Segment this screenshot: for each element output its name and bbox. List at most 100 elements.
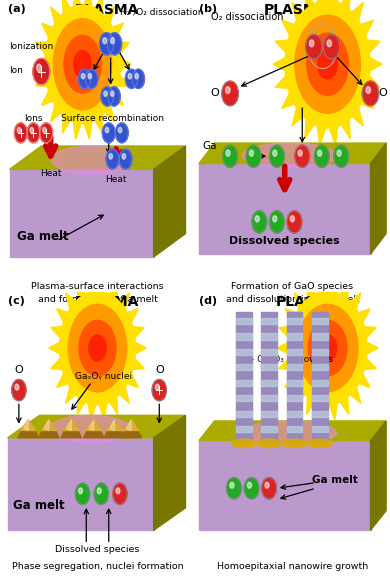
Circle shape — [33, 58, 50, 85]
Text: Ionization: Ionization — [9, 42, 54, 51]
Circle shape — [128, 74, 131, 79]
Circle shape — [298, 150, 302, 157]
Text: Heat: Heat — [105, 175, 127, 184]
Circle shape — [103, 37, 107, 44]
Polygon shape — [261, 426, 277, 432]
Circle shape — [362, 81, 379, 106]
Circle shape — [366, 86, 370, 93]
Ellipse shape — [307, 439, 332, 447]
Circle shape — [152, 380, 167, 401]
Polygon shape — [236, 426, 252, 432]
Circle shape — [104, 91, 107, 96]
Polygon shape — [287, 411, 302, 417]
Polygon shape — [287, 349, 302, 355]
Circle shape — [306, 34, 322, 59]
Circle shape — [337, 150, 341, 157]
Polygon shape — [312, 411, 328, 417]
Text: Ion: Ion — [9, 65, 23, 75]
Circle shape — [102, 123, 115, 143]
Circle shape — [97, 488, 101, 494]
Polygon shape — [312, 364, 328, 370]
Circle shape — [15, 384, 19, 390]
Text: Surface recombination: Surface recombination — [61, 114, 164, 123]
Polygon shape — [34, 0, 131, 140]
Ellipse shape — [257, 439, 282, 447]
Circle shape — [223, 145, 238, 168]
Text: β– Ga₂O₃ nanowires: β– Ga₂O₃ nanowires — [244, 354, 333, 364]
Polygon shape — [236, 333, 252, 340]
Circle shape — [307, 33, 348, 95]
Circle shape — [288, 291, 367, 405]
Polygon shape — [9, 169, 154, 257]
Polygon shape — [104, 427, 125, 438]
Circle shape — [44, 5, 121, 123]
Circle shape — [113, 483, 127, 505]
Circle shape — [327, 40, 332, 47]
Circle shape — [105, 127, 109, 133]
Circle shape — [53, 19, 112, 110]
Circle shape — [110, 91, 114, 96]
Polygon shape — [261, 364, 277, 370]
Polygon shape — [236, 395, 252, 401]
Circle shape — [249, 150, 254, 157]
Polygon shape — [199, 143, 386, 164]
Circle shape — [99, 33, 114, 55]
Circle shape — [88, 74, 92, 79]
Text: O: O — [378, 88, 387, 99]
Circle shape — [74, 51, 91, 78]
Polygon shape — [370, 421, 386, 530]
Circle shape — [273, 215, 277, 222]
Polygon shape — [64, 419, 79, 430]
Circle shape — [116, 488, 120, 494]
Text: O: O — [14, 364, 23, 375]
Text: and dissolution into Ga melt: and dissolution into Ga melt — [226, 295, 359, 304]
Polygon shape — [18, 427, 39, 438]
Text: PLASMA: PLASMA — [276, 295, 340, 309]
Circle shape — [60, 291, 135, 405]
Circle shape — [319, 335, 337, 361]
Circle shape — [262, 478, 277, 499]
Polygon shape — [44, 419, 49, 430]
Circle shape — [110, 37, 115, 44]
Polygon shape — [287, 380, 302, 386]
Polygon shape — [8, 438, 154, 530]
Polygon shape — [287, 312, 302, 443]
Polygon shape — [121, 427, 142, 438]
Circle shape — [227, 478, 241, 499]
Circle shape — [132, 69, 145, 89]
Circle shape — [119, 150, 132, 169]
Ellipse shape — [50, 415, 130, 442]
Text: Dissolved species: Dissolved species — [229, 236, 340, 246]
Polygon shape — [107, 419, 122, 430]
Polygon shape — [126, 419, 131, 430]
Circle shape — [75, 483, 90, 505]
Text: O₂ dissociation: O₂ dissociation — [211, 12, 283, 22]
Polygon shape — [110, 419, 114, 430]
Polygon shape — [261, 349, 277, 355]
Text: Phase segregation, nuclei formation: Phase segregation, nuclei formation — [12, 562, 183, 571]
Polygon shape — [312, 333, 328, 340]
Ellipse shape — [242, 143, 337, 168]
Polygon shape — [287, 426, 302, 432]
Polygon shape — [236, 349, 252, 355]
Polygon shape — [261, 395, 277, 401]
Circle shape — [43, 127, 46, 133]
Circle shape — [295, 15, 360, 113]
Circle shape — [273, 150, 277, 157]
Circle shape — [269, 211, 284, 233]
Circle shape — [269, 145, 284, 168]
Polygon shape — [312, 349, 328, 355]
Polygon shape — [39, 427, 59, 438]
Text: PLASMA: PLASMA — [75, 295, 139, 309]
Polygon shape — [154, 415, 186, 530]
Polygon shape — [61, 427, 82, 438]
Polygon shape — [199, 421, 386, 440]
Polygon shape — [89, 419, 94, 430]
Circle shape — [109, 154, 112, 159]
Polygon shape — [312, 380, 328, 386]
Circle shape — [78, 69, 91, 89]
Polygon shape — [261, 411, 277, 417]
Polygon shape — [287, 333, 302, 340]
Polygon shape — [236, 380, 252, 386]
Text: Ga melt: Ga melt — [312, 475, 358, 485]
